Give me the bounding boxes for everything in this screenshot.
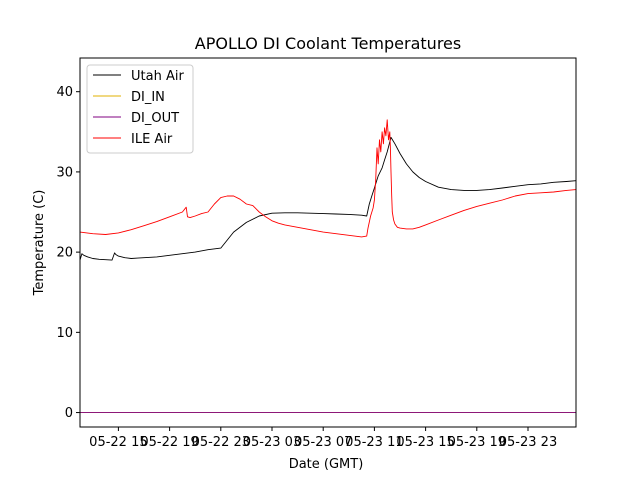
x-tick-label: 05-22 15 (89, 435, 147, 450)
legend: Utah Air DI_IN DI_OUT ILE Air (86, 64, 194, 154)
series-layer (79, 119, 577, 414)
x-tick-label: 05-23 07 (294, 435, 352, 450)
y-tick-label: 20 (56, 246, 73, 261)
x-axis-label: Date (GMT) (289, 457, 364, 472)
y-axis-ticks: 0 10 20 30 40 (56, 85, 80, 421)
y-tick-label: 10 (56, 326, 73, 341)
legend-label-di-in: DI_IN (131, 90, 165, 105)
x-tick-label: 05-23 11 (345, 435, 403, 450)
legend-label-ile-air: ILE Air (131, 132, 173, 147)
y-axis-label: Temperature (C) (32, 190, 47, 297)
y-tick-label: 40 (56, 85, 73, 100)
x-tick-label: 05-22 23 (192, 435, 250, 450)
x-tick-label: 05-23 03 (243, 435, 301, 450)
legend-label-di-out: DI_OUT (131, 111, 179, 126)
plot-frame (79, 57, 577, 428)
x-tick-label: 05-23 23 (499, 435, 557, 450)
series-line-utah-air (79, 136, 577, 261)
y-tick-label: 30 (56, 165, 73, 180)
y-tick-label: 0 (65, 406, 73, 421)
legend-box (86, 64, 194, 154)
x-tick-label: 05-23 15 (396, 435, 454, 450)
series-line-ile-air (79, 119, 577, 238)
legend-label-utah-air: Utah Air (131, 69, 184, 84)
x-tick-label: 05-22 19 (140, 435, 198, 450)
chart-title: APOLLO DI Coolant Temperatures (195, 34, 461, 53)
x-tick-label: 05-23 19 (448, 435, 506, 450)
